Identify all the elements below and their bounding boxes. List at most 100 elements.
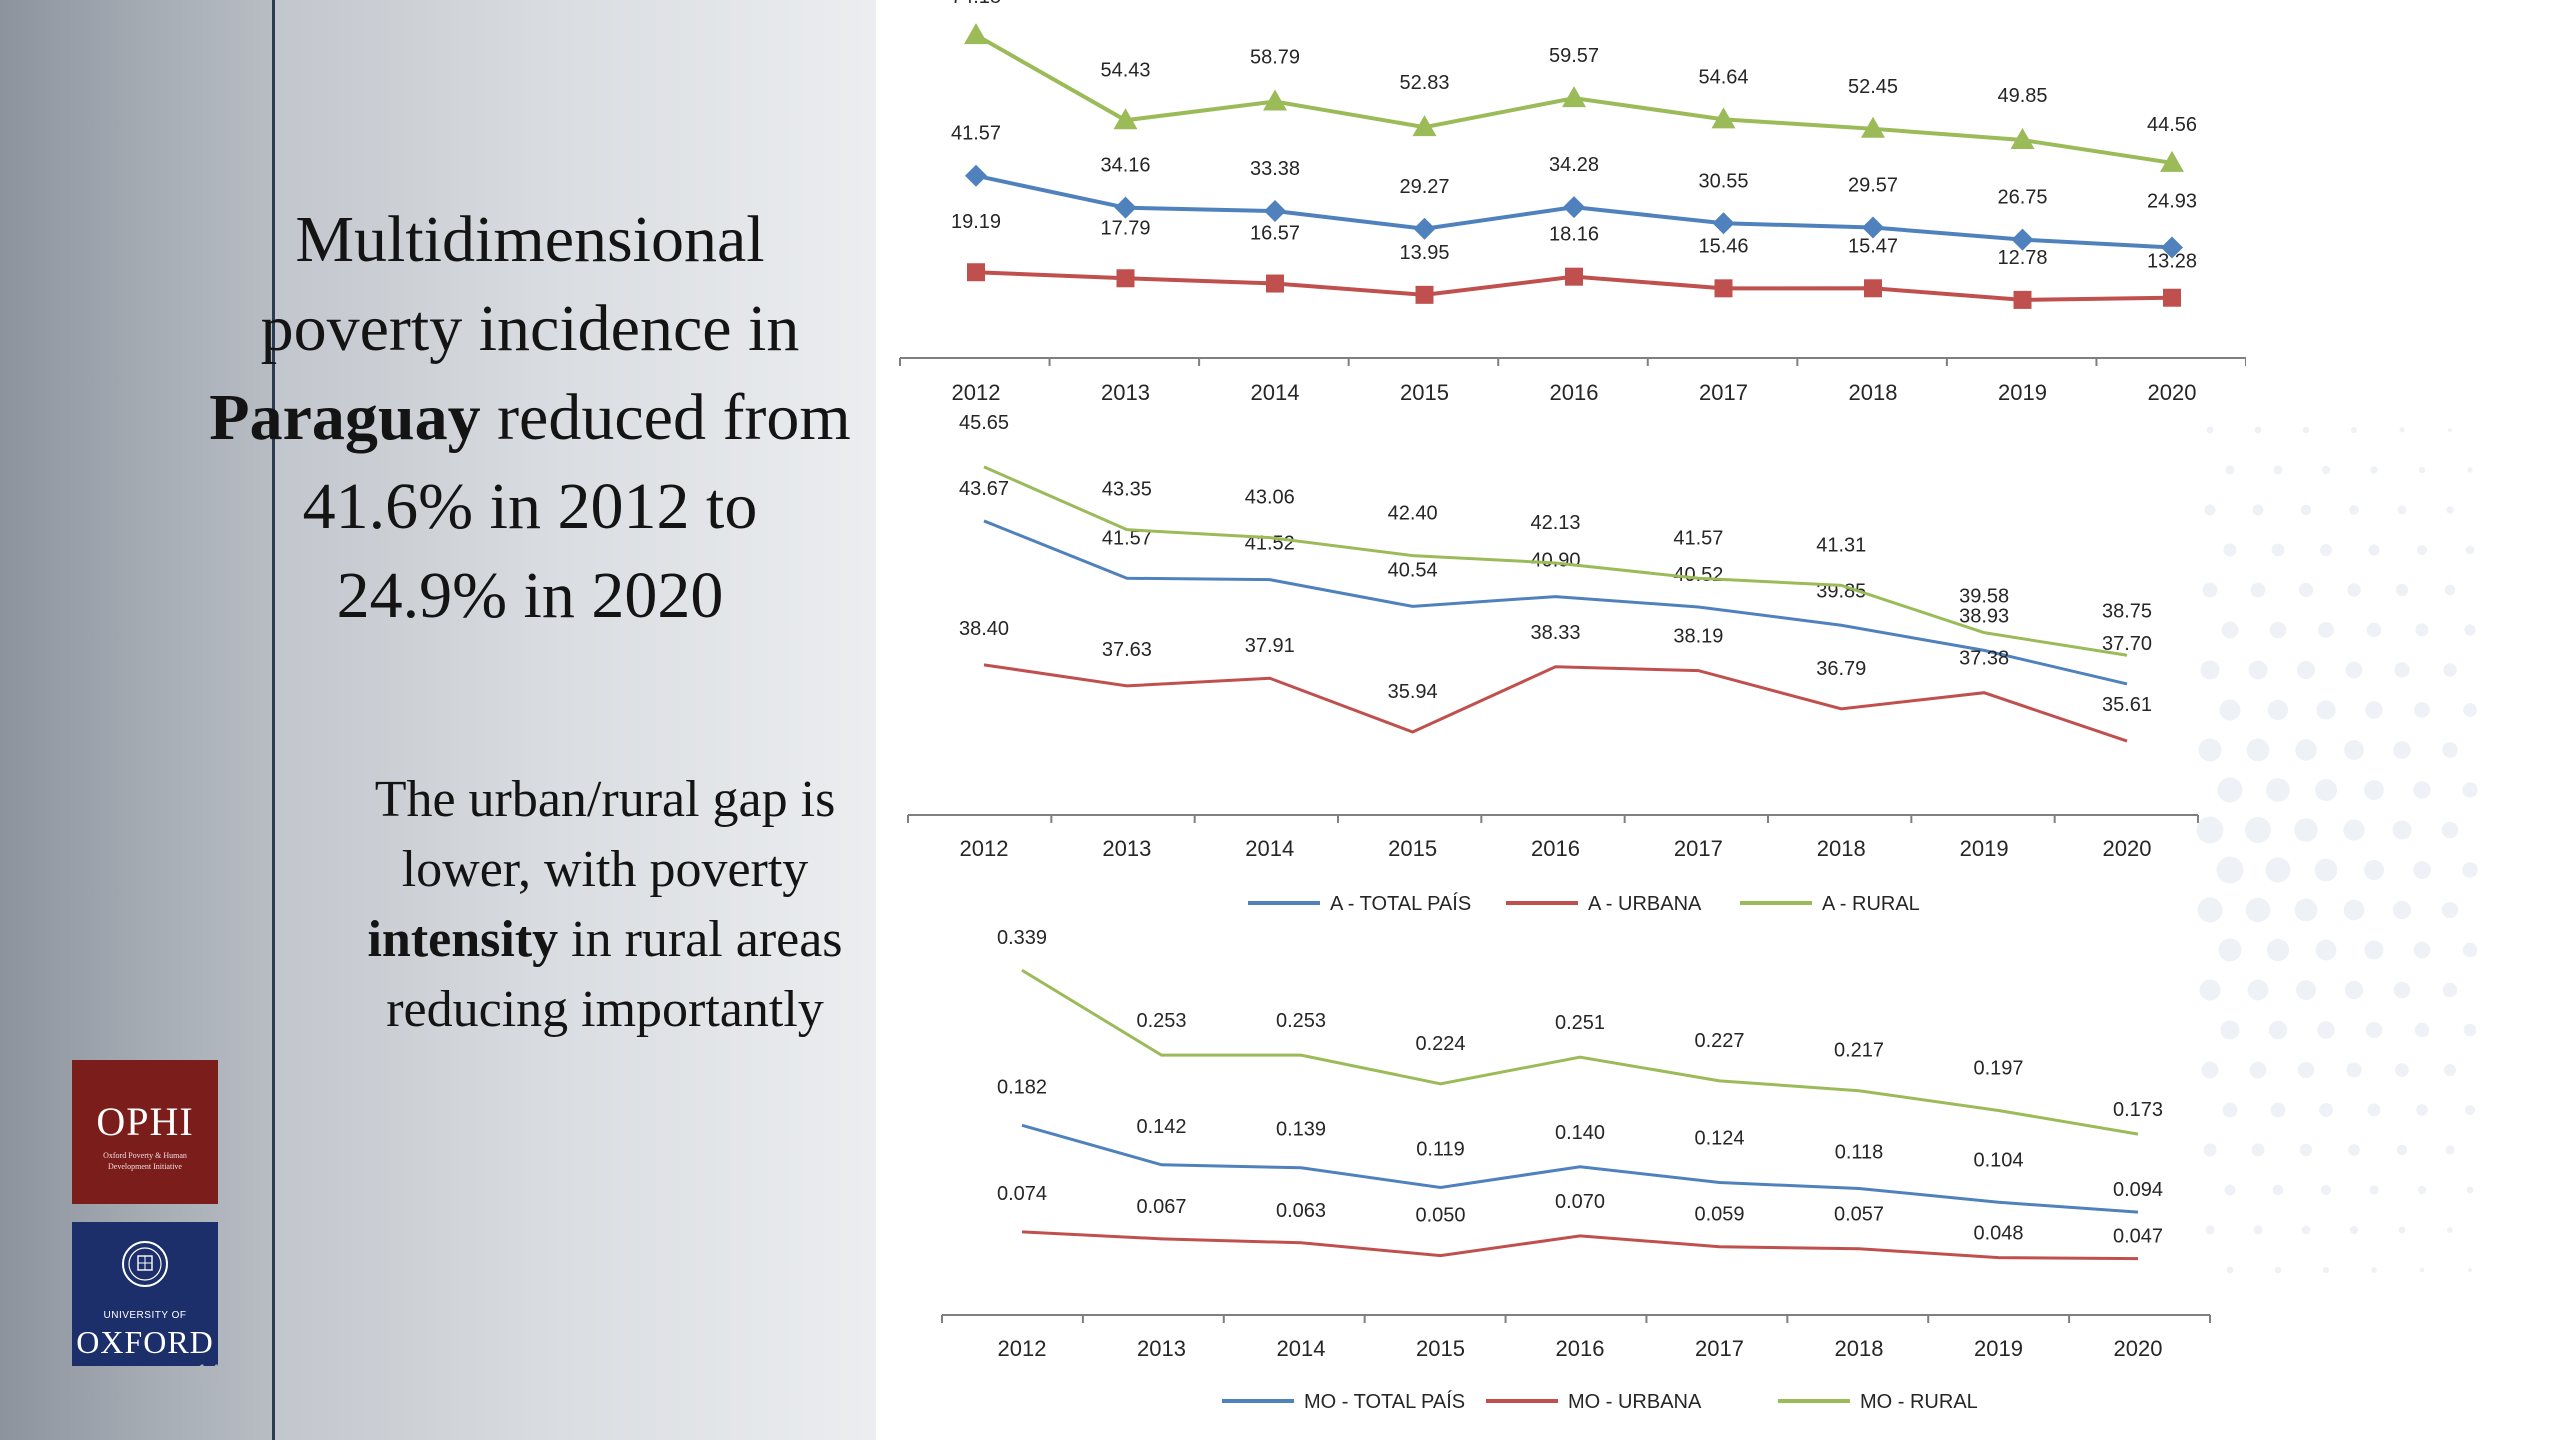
- data-point-diamond: [2161, 236, 2183, 259]
- decorative-dot: [2363, 859, 2385, 881]
- decorative-dot: [2398, 1226, 2406, 1234]
- decorative-dot: [2317, 1021, 2335, 1039]
- x-tick-label: 2014: [1245, 836, 1294, 861]
- decorative-dot: [2441, 821, 2459, 839]
- decorative-dot: [2466, 1186, 2474, 1194]
- decorative-dot: [2204, 504, 2216, 516]
- data-label: 0.140: [1555, 1122, 1605, 1144]
- chart-panel: 2012 2013 2014 2015 2016 2017 2018 2019 2020 41.5…: [876, 0, 2247, 1440]
- data-point-square: [967, 263, 985, 282]
- decorative-dot: [2418, 466, 2426, 474]
- data-label: 13.28: [2147, 251, 2197, 273]
- decorative-dot: [2318, 622, 2334, 638]
- decorative-dot: [2369, 1185, 2379, 1195]
- ophi-logo-subtext: Oxford Poverty & Human Development Initi…: [103, 1151, 187, 1171]
- decorative-dot: [2367, 1103, 2381, 1117]
- decorative-dot: [2272, 1184, 2284, 1196]
- x-tick-label: 2018: [1835, 1336, 1884, 1361]
- decorative-dot: [2247, 979, 2269, 1001]
- legend-label: A - TOTAL PAÍS: [1330, 892, 1471, 915]
- decorative-dot: [2344, 740, 2364, 760]
- legend-label: A - RURAL: [1822, 893, 1920, 915]
- legend-label: A - URBANA: [1588, 893, 1702, 915]
- decorative-dot: [2271, 543, 2285, 557]
- data-point-triangle: [1263, 89, 1287, 111]
- data-label: 41.57: [1102, 527, 1152, 549]
- decorative-dot: [2245, 817, 2271, 843]
- data-point-diamond: [1413, 217, 1436, 240]
- decorative-dot: [2245, 897, 2271, 923]
- data-label: 0.118: [1835, 1141, 1884, 1163]
- data-label: 41.57: [1673, 527, 1723, 549]
- data-label: 0.048: [1973, 1223, 2023, 1245]
- decorative-dot: [2221, 621, 2239, 639]
- data-label: 52.83: [1399, 72, 1449, 94]
- decorative-dot: [2201, 1061, 2219, 1079]
- data-label: 41.57: [951, 123, 1001, 145]
- decorative-dot: [2198, 738, 2222, 762]
- decorative-dot: [2462, 782, 2478, 798]
- data-label: 15.47: [1848, 235, 1898, 257]
- decorative-dot: [2444, 584, 2456, 596]
- data-point-square: [1565, 267, 1583, 286]
- oxford-logo-name: OXFORD: [76, 1324, 214, 1360]
- x-tick-label: 2016: [1550, 380, 1599, 405]
- series-line-blue: [983, 519, 2128, 686]
- decorative-dot: [2299, 1143, 2313, 1157]
- data-label: 38.19: [1673, 626, 1723, 648]
- data-label: 74.18: [951, 0, 1001, 8]
- decorative-dot: [2300, 504, 2312, 516]
- decorative-dot: [2270, 1102, 2286, 1118]
- data-point-square: [1266, 274, 1284, 293]
- data-point-diamond: [1264, 200, 1286, 223]
- data-label: 44.56: [2147, 114, 2197, 136]
- decorative-dot: [2346, 1062, 2362, 1078]
- decorative-dot: [2462, 942, 2478, 958]
- decorative-dot: [2301, 1225, 2311, 1235]
- data-label: 49.85: [1997, 85, 2047, 107]
- data-label: 13.95: [1399, 242, 1449, 264]
- data-label: 54.43: [1100, 59, 1150, 81]
- vertical-divider: [272, 0, 275, 1440]
- series-line-red: [1021, 1230, 2139, 1261]
- decorative-dot: [2417, 1185, 2427, 1195]
- data-point-triangle: [1861, 116, 1885, 138]
- decorative-dot: [2364, 780, 2384, 800]
- decorative-dot: [2273, 465, 2283, 475]
- decorative-dot: [2253, 1225, 2263, 1235]
- decorative-dot: [2467, 467, 2473, 473]
- decorative-dot: [2349, 505, 2359, 515]
- data-label: 0.227: [1694, 1030, 1744, 1052]
- data-point-triangle: [1113, 108, 1138, 130]
- legend-label: MO - RURAL: [1860, 1391, 1978, 1413]
- data-label: 0.142: [1136, 1116, 1186, 1138]
- decorative-dot: [2216, 856, 2244, 884]
- decorative-dot: [2465, 1105, 2475, 1115]
- decorative-dot: [2416, 1104, 2428, 1116]
- decorative-dot: [2463, 703, 2477, 717]
- data-label: 24.93: [2147, 190, 2197, 212]
- decorative-dot: [2218, 938, 2242, 962]
- title-line-3-rest: reduced from: [480, 381, 851, 454]
- decorative-dot: [2413, 861, 2431, 879]
- data-point-triangle: [1412, 115, 1437, 137]
- decorative-dot: [2465, 545, 2475, 555]
- data-point-square: [2013, 290, 2032, 309]
- data-label: 0.057: [1834, 1204, 1884, 1226]
- decorative-dot: [2302, 426, 2310, 434]
- data-label: 19.19: [951, 211, 1001, 233]
- decorative-dot: [2447, 427, 2453, 433]
- decorative-dot: [2265, 857, 2291, 883]
- data-label: 30.55: [1698, 170, 1748, 192]
- data-label: 0.224: [1415, 1033, 1465, 1055]
- data-label: 15.46: [1698, 235, 1748, 257]
- decorative-dot: [2399, 427, 2405, 433]
- title-line-3: Paraguay reduced from: [170, 373, 890, 462]
- oxford-logo: UNIVERSITY OF OXFORD: [72, 1222, 218, 1366]
- data-label: 0.253: [1136, 1010, 1186, 1032]
- decorative-dot: [2296, 980, 2316, 1000]
- x-tick-label: 2015: [1416, 1336, 1465, 1361]
- data-label: 18.16: [1549, 224, 1599, 246]
- subtitle-line-2: lower, with poverty: [401, 841, 809, 898]
- data-label: 35.61: [2102, 694, 2152, 716]
